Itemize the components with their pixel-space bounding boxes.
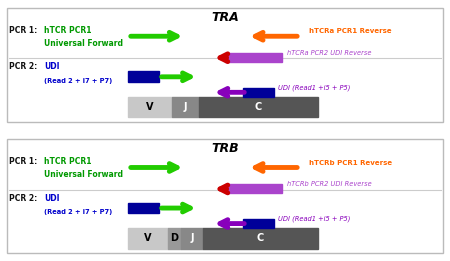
Text: hTCRa PCR1 Reverse: hTCRa PCR1 Reverse [309, 28, 392, 34]
Bar [198, 97, 318, 117]
Text: Universal Forward: Universal Forward [44, 170, 123, 179]
Text: (Read 2 + i7 + P7): (Read 2 + i7 + P7) [44, 209, 112, 215]
Bar [172, 97, 198, 117]
Text: hTCRb PCR2 UDI Reverse: hTCRb PCR2 UDI Reverse [287, 181, 372, 187]
Text: PCR 2:: PCR 2: [9, 194, 37, 203]
Bar [128, 228, 168, 249]
Text: PCR 1:: PCR 1: [9, 26, 37, 34]
Bar [243, 219, 274, 228]
Text: J: J [184, 102, 187, 112]
Bar [225, 53, 282, 62]
Text: (Read 2 + i7 + P7): (Read 2 + i7 + P7) [44, 78, 112, 84]
Text: hTCRa PCR2 UDI Reverse: hTCRa PCR2 UDI Reverse [287, 50, 371, 56]
Text: V: V [146, 102, 154, 112]
Text: TRA: TRA [211, 11, 239, 24]
Bar [243, 88, 274, 97]
Text: PCR 2:: PCR 2: [9, 62, 37, 72]
Text: TRB: TRB [211, 143, 239, 156]
Bar [128, 203, 159, 213]
Bar [128, 72, 159, 82]
Text: V: V [144, 234, 152, 244]
Bar [181, 228, 203, 249]
Text: hTCR PCR1: hTCR PCR1 [44, 157, 92, 166]
Text: UDI (Read1 +i5 + P5): UDI (Read1 +i5 + P5) [278, 84, 350, 91]
Bar [128, 97, 172, 117]
Text: UDI: UDI [44, 62, 60, 72]
Text: D: D [170, 234, 178, 244]
Text: UDI: UDI [44, 194, 60, 203]
Text: hTCRb PCR1 Reverse: hTCRb PCR1 Reverse [309, 160, 392, 166]
Text: J: J [190, 234, 194, 244]
Text: C: C [254, 102, 262, 112]
Text: UDI (Read1 +i5 + P5): UDI (Read1 +i5 + P5) [278, 216, 350, 222]
Text: PCR 1:: PCR 1: [9, 157, 37, 166]
Bar [225, 185, 282, 193]
Bar [168, 228, 181, 249]
Bar [203, 228, 318, 249]
Text: C: C [256, 234, 264, 244]
Text: hTCR PCR1: hTCR PCR1 [44, 26, 92, 34]
Text: Universal Forward: Universal Forward [44, 39, 123, 48]
